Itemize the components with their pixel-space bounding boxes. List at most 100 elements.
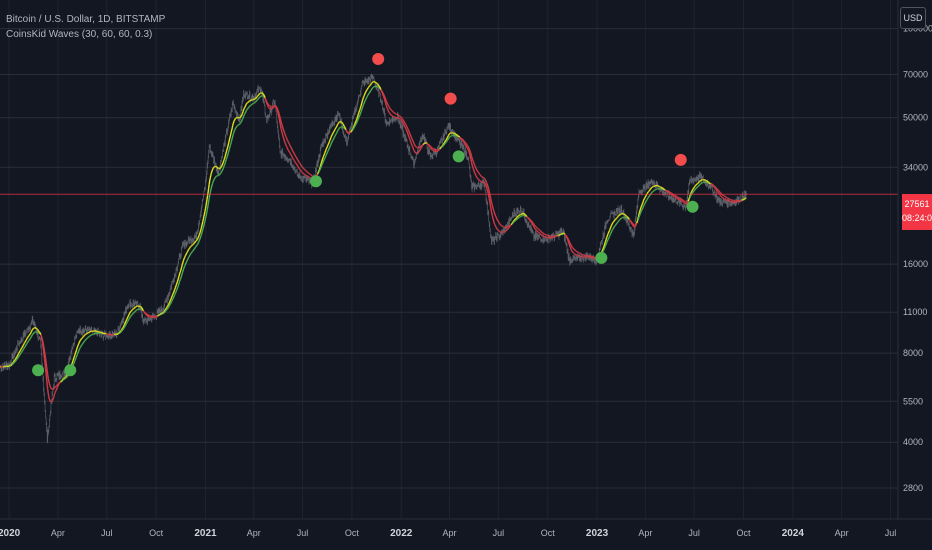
fast-wave-segment	[444, 140, 446, 143]
slow-wave-segment	[228, 147, 231, 151]
fast-wave-segment	[429, 146, 432, 149]
slow-wave-segment	[361, 106, 364, 109]
slow-wave-segment	[610, 231, 613, 234]
fast-wave-segment	[254, 97, 257, 100]
fast-wave-segment	[350, 130, 352, 133]
fast-wave-segment	[219, 167, 221, 169]
slow-wave-segment	[30, 335, 33, 338]
fast-wave-segment	[157, 314, 159, 317]
slow-wave-segment	[277, 109, 280, 112]
fast-wave-segment	[180, 266, 183, 269]
slow-wave-segment	[128, 318, 130, 320]
slow-wave-segment	[697, 185, 700, 187]
slow-wave-segment	[300, 164, 303, 167]
fast-wave-segment	[338, 121, 341, 123]
fast-wave-segment	[608, 229, 611, 232]
slow-wave-segment	[390, 109, 393, 111]
slow-wave-segment	[187, 257, 189, 260]
slow-wave-segment	[604, 245, 607, 247]
fast-wave-segment	[282, 134, 284, 138]
slow-wave-segment	[18, 354, 21, 357]
slow-wave-segment	[133, 311, 136, 314]
slow-wave-segment	[386, 101, 388, 104]
slow-wave-segment	[246, 108, 248, 111]
slow-wave-segment	[126, 321, 129, 323]
fast-wave-segment	[193, 242, 196, 244]
fast-wave-segment	[282, 136, 285, 140]
slow-wave-segment	[47, 374, 49, 379]
fast-wave-segment	[537, 230, 539, 233]
fast-wave-segment	[211, 169, 214, 172]
slow-wave-segment	[43, 347, 46, 352]
slow-wave-segment	[192, 250, 194, 252]
fast-wave-segment	[648, 190, 650, 193]
fast-wave-segment	[43, 354, 46, 359]
price-axis[interactable]: 1000007000050000340001600011000800055004…	[897, 0, 932, 550]
slow-wave-segment	[302, 167, 305, 170]
fast-wave-segment	[267, 105, 269, 108]
slow-wave-segment	[276, 108, 279, 111]
fast-wave-segment	[359, 105, 362, 108]
slow-wave-segment	[429, 145, 431, 147]
fast-wave-segment	[603, 244, 606, 247]
fast-wave-segment	[365, 89, 368, 92]
fast-wave-segment	[469, 154, 472, 158]
fast-wave-segment	[439, 147, 441, 150]
currency-button[interactable]: USD	[900, 7, 926, 29]
fast-wave-segment	[326, 146, 328, 149]
fast-wave-segment	[632, 225, 635, 227]
slow-wave-segment	[206, 207, 209, 211]
time-axis[interactable]: 2020 Apr Jul Oct 2021 Apr Jul Oct 2022 Apr Jul Oct 2…	[0, 518, 932, 550]
slow-wave-segment	[638, 214, 641, 217]
slow-wave-segment	[531, 221, 534, 223]
slow-wave-segment	[430, 146, 432, 148]
fast-wave-segment	[715, 189, 718, 191]
slow-wave-segment	[287, 142, 290, 145]
slow-wave-segment	[342, 126, 345, 129]
slow-wave-segment	[182, 269, 185, 272]
fast-wave-segment	[494, 224, 497, 227]
slow-wave-segment	[461, 138, 464, 141]
indicator-title[interactable]: CoinsKid Waves (30, 60, 60, 0.3)	[6, 29, 153, 40]
slow-wave-segment	[323, 157, 326, 160]
slow-wave-segment	[689, 196, 692, 198]
fast-wave-segment	[36, 329, 39, 331]
fast-wave-segment	[470, 162, 473, 165]
slow-wave-segment	[368, 92, 371, 94]
slow-wave-segment	[606, 239, 609, 242]
slow-wave-segment	[483, 178, 486, 180]
fast-wave-segment	[291, 157, 294, 159]
slow-wave-segment	[430, 146, 433, 149]
slow-wave-segment	[48, 383, 51, 386]
fast-wave-segment	[476, 177, 479, 180]
slow-wave-segment	[614, 224, 616, 227]
slow-wave-segment	[29, 337, 32, 340]
fast-wave-segment	[610, 223, 613, 226]
slow-wave-segment	[45, 366, 48, 372]
fast-wave-segment	[191, 244, 194, 246]
slow-wave-segment	[644, 201, 647, 204]
fast-wave-segment	[230, 129, 233, 133]
fast-wave-segment	[508, 226, 511, 229]
fast-wave-segment	[302, 172, 305, 175]
slow-wave-segment	[488, 189, 490, 192]
symbol-title[interactable]: Bitcoin / U.S. Dollar, 1D, BITSTAMP	[6, 14, 166, 25]
slow-wave-segment	[572, 247, 574, 250]
fast-wave-segment	[189, 246, 192, 249]
slow-wave-segment	[391, 109, 393, 112]
slow-wave-segment	[717, 189, 719, 191]
fast-wave-segment	[78, 340, 81, 343]
slow-wave-segment	[77, 351, 79, 354]
fast-wave-segment	[631, 223, 634, 226]
fast-wave-segment	[476, 177, 479, 179]
slow-wave-segment	[81, 343, 84, 345]
fast-wave-segment	[607, 232, 609, 235]
slow-wave-segment	[392, 110, 394, 113]
fast-wave-segment	[74, 350, 77, 353]
fast-wave-segment	[126, 317, 129, 319]
slow-wave-segment	[311, 175, 313, 177]
slow-wave-segment	[371, 87, 374, 89]
fast-wave-segment	[517, 215, 519, 217]
slow-wave-segment	[23, 346, 26, 349]
